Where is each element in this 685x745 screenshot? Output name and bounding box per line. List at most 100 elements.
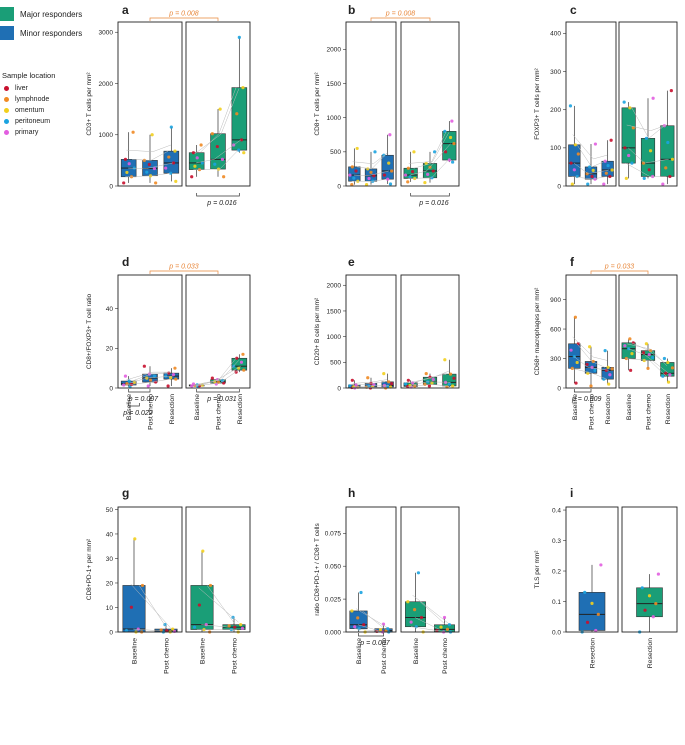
y-tick-label: 10 xyxy=(106,605,114,612)
y-tick-label: 300 xyxy=(550,356,561,363)
y-axis-label: CD8+ T cells per mm² xyxy=(314,72,321,136)
y-tick-label: 0 xyxy=(109,183,113,190)
sample-dot xyxy=(154,380,158,384)
y-tick-label: 0.075 xyxy=(325,531,342,538)
sample-dot xyxy=(664,371,668,375)
sample-dot xyxy=(585,172,589,176)
box-major xyxy=(210,133,226,170)
location-label: omentum xyxy=(15,107,45,114)
x-tick-label: Resection xyxy=(665,394,672,424)
panel-b: b CD8+ T cells per mm² 0 500 1000 1500 2000 p =… xyxy=(314,3,460,207)
bottom-bracket xyxy=(196,389,240,393)
sample-dot xyxy=(630,161,634,165)
paired-line xyxy=(196,139,241,164)
sample-dot xyxy=(575,360,579,365)
y-axis-label: CD3+ T cells per mm² xyxy=(86,72,93,136)
sample-dot xyxy=(235,112,239,116)
peritoneum-dot xyxy=(4,119,9,124)
x-tick-label: Post chemo xyxy=(164,638,171,674)
sample-dot xyxy=(642,358,646,363)
sample-dot xyxy=(164,166,168,170)
panel-i: i TLS per mm² 0.0 0.1 0.2 0.3 0.4 Resection Rese… xyxy=(534,486,678,668)
paired-line xyxy=(199,87,237,153)
paired-line xyxy=(193,149,239,170)
y-tick-label: 2000 xyxy=(99,81,114,88)
sample-dot xyxy=(646,366,650,370)
sample-dot xyxy=(241,86,245,90)
paired-line xyxy=(356,155,386,170)
panel-letter: d xyxy=(122,255,129,269)
sample-dot xyxy=(123,374,128,378)
y-tick-label: 600 xyxy=(550,326,561,333)
sample-dot xyxy=(574,381,578,385)
lymphnode-dot xyxy=(4,97,9,102)
sample-dot xyxy=(609,138,613,142)
sample-dot xyxy=(647,352,651,357)
panel-g: g CD8+PD-1+ per mm² 0 10 20 30 40 50 Baseline Pos… xyxy=(86,486,251,674)
location-label: lymphnode xyxy=(15,96,50,103)
panel-frame-minor xyxy=(117,21,183,187)
sample-dot xyxy=(191,382,196,386)
y-tick-label: 0.3 xyxy=(552,538,561,545)
sample-dot xyxy=(591,168,595,172)
sample-dot xyxy=(372,383,376,387)
sample-dot xyxy=(623,344,627,348)
sample-dot xyxy=(152,166,157,171)
sample-dot xyxy=(651,615,655,619)
sample-dot xyxy=(666,380,671,384)
sample-dot xyxy=(443,129,447,133)
y-tick-label: 0.0 xyxy=(552,629,561,636)
sample-dot xyxy=(423,382,427,387)
paired-line xyxy=(625,162,667,177)
sample-dot xyxy=(204,623,208,627)
sample-dot xyxy=(147,162,151,167)
y-tick-label: 2000 xyxy=(327,283,342,290)
x-tick-label: Resection xyxy=(169,394,176,424)
y-tick-label: 100 xyxy=(550,145,561,152)
sample-dot xyxy=(590,601,594,605)
top-pvalue: p = 0.008 xyxy=(385,11,415,18)
bottom-bracket xyxy=(196,193,240,197)
y-tick-label: 1000 xyxy=(327,334,342,341)
bottom-bracket xyxy=(410,193,450,197)
panel-frame-minor xyxy=(565,274,617,389)
legend-minor-label: Minor responders xyxy=(20,28,83,38)
sample-dot xyxy=(159,628,163,632)
paired-line xyxy=(138,585,168,630)
sample-dot xyxy=(666,140,670,145)
sample-dot xyxy=(610,168,614,172)
sample-dot xyxy=(593,142,598,146)
sample-dot xyxy=(433,150,437,154)
sample-dot xyxy=(596,612,600,616)
x-tick-label: Post chemo xyxy=(232,638,239,674)
x-tick-label: Post chemo xyxy=(442,638,449,674)
panel-letter: c xyxy=(570,3,577,17)
paired-line xyxy=(125,172,171,178)
paired-line xyxy=(126,144,171,152)
figure-legend: Major responders Minor responders Sample… xyxy=(0,0,120,150)
paired-line xyxy=(194,360,240,385)
sample-dot xyxy=(208,583,213,588)
paired-line xyxy=(353,170,389,177)
sample-dot xyxy=(640,586,644,590)
sample-dot xyxy=(651,355,655,360)
box-minor xyxy=(601,160,614,177)
y-axis-label: TLS per mm² xyxy=(534,550,541,589)
sample-dot xyxy=(668,174,672,179)
y-tick-label: 1500 xyxy=(327,81,342,88)
sample-dot xyxy=(387,380,391,384)
sample-dot xyxy=(350,609,354,613)
y-axis-label: CD68+ macrophages per mm² xyxy=(534,287,541,375)
sample-dot xyxy=(350,183,354,187)
y-tick-label: 0.050 xyxy=(325,564,342,571)
y-tick-label: 40 xyxy=(106,531,114,538)
sample-dot xyxy=(604,171,608,175)
sample-dot xyxy=(372,174,376,178)
sample-dot xyxy=(593,177,597,181)
sample-dot xyxy=(408,175,412,179)
paired-line xyxy=(576,343,606,368)
x-tick-label: Post chemo xyxy=(646,394,653,430)
sample-dot xyxy=(409,620,413,624)
y-tick-label: 900 xyxy=(550,297,561,304)
